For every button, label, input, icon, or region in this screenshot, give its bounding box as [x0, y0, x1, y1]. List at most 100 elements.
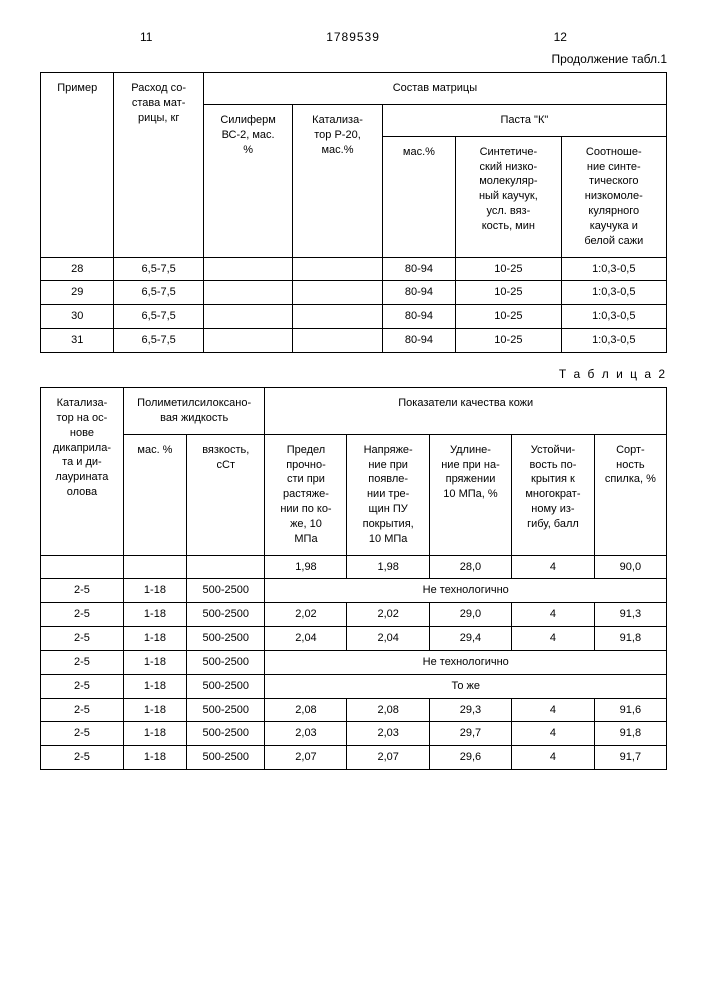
- table-cell: 2-5: [41, 674, 124, 698]
- table-cell: 1-18: [123, 627, 186, 651]
- table-cell: 2,03: [347, 722, 429, 746]
- table-row: 2-51-18500-25002,022,0229,0491,3: [41, 603, 667, 627]
- table-cell: 2,02: [347, 603, 429, 627]
- table-cell: 4: [512, 746, 595, 770]
- table-cell: 29: [41, 281, 114, 305]
- table1-caption: Продолжение табл.1: [40, 52, 667, 66]
- table-cell: 2-5: [41, 627, 124, 651]
- table2: Катализа-тор на ос-новедикаприла-та и ди…: [40, 387, 667, 770]
- table-cell: 28: [41, 257, 114, 281]
- table-row: 2-51-18500-25002,032,0329,7491,8: [41, 722, 667, 746]
- table-cell: 2-5: [41, 650, 124, 674]
- table-row: 316,5-7,5 80-9410-251:0,3-0,5: [41, 329, 667, 353]
- table-cell: [293, 329, 382, 353]
- table-row: 2-51-18500-2500Не технологично: [41, 650, 667, 674]
- table-cell: 80-94: [382, 281, 455, 305]
- table-cell: 29,7: [429, 722, 511, 746]
- table-cell: 90,0: [594, 555, 666, 579]
- table-cell: [41, 555, 124, 579]
- table-cell: 500-2500: [187, 746, 265, 770]
- table-row: 296,5-7,5 80-9410-251:0,3-0,5: [41, 281, 667, 305]
- table-cell: 29,0: [429, 603, 511, 627]
- table-cell: 2-5: [41, 722, 124, 746]
- table-cell: 10-25: [456, 257, 561, 281]
- table1: Пример Расход со-става мат-рицы, кг Сост…: [40, 72, 667, 353]
- table-cell: 500-2500: [187, 627, 265, 651]
- table-cell: 10-25: [456, 329, 561, 353]
- table-row: 306,5-7,5 80-9410-251:0,3-0,5: [41, 305, 667, 329]
- t2-h-col8: Сорт-ностьспилка, %: [594, 434, 666, 555]
- t2-h-col4: Пределпрочно-сти прирастяже-нии по ко-же…: [265, 434, 347, 555]
- table-cell: 2-5: [41, 603, 124, 627]
- table-cell: 500-2500: [187, 674, 265, 698]
- table-row: 2-51-18500-25002,082,0829,3491,6: [41, 698, 667, 722]
- table-cell: 31: [41, 329, 114, 353]
- table-cell: [123, 555, 186, 579]
- table-cell: 1,98: [347, 555, 429, 579]
- table-cell: 4: [512, 627, 595, 651]
- table-cell: 91,7: [594, 746, 666, 770]
- table-cell: 2-5: [41, 579, 124, 603]
- page-header: 11 1789539 12: [40, 30, 667, 44]
- page-left: 11: [140, 30, 152, 44]
- table-cell: 1-18: [123, 579, 186, 603]
- t2-h-col5: Напряже-ние припоявле-нии тре-щин ПУпокр…: [347, 434, 429, 555]
- table-cell: [293, 257, 382, 281]
- table-cell: 2,08: [347, 698, 429, 722]
- table-cell: 2,07: [347, 746, 429, 770]
- table-cell: [293, 305, 382, 329]
- table-cell: 1:0,3-0,5: [561, 305, 666, 329]
- table-cell: 30: [41, 305, 114, 329]
- t1-h-group: Состав матрицы: [203, 73, 666, 105]
- table-cell: 29,4: [429, 627, 511, 651]
- table-cell: 28,0: [429, 555, 511, 579]
- table-cell: 2,04: [265, 627, 347, 651]
- table-cell: [203, 281, 292, 305]
- t1-h-col6: Синтетиче-ский низко-молекуляр-ный каучу…: [456, 136, 561, 257]
- table-cell: 91,3: [594, 603, 666, 627]
- table-cell: 6,5-7,5: [114, 329, 203, 353]
- table-cell: 10-25: [456, 281, 561, 305]
- table-cell: 1-18: [123, 650, 186, 674]
- table-cell: 1,98: [265, 555, 347, 579]
- table-cell: 6,5-7,5: [114, 281, 203, 305]
- table-cell: 91,8: [594, 627, 666, 651]
- table-cell: 91,8: [594, 722, 666, 746]
- table-cell: 29,6: [429, 746, 511, 770]
- table-cell: 2-5: [41, 698, 124, 722]
- table-cell: 1-18: [123, 722, 186, 746]
- table-cell: 10-25: [456, 305, 561, 329]
- table-cell-merged: То же: [265, 674, 667, 698]
- table-cell: 1-18: [123, 746, 186, 770]
- table-cell-merged: Не технологично: [265, 579, 667, 603]
- table-cell: 80-94: [382, 329, 455, 353]
- table-cell-merged: Не технологично: [265, 650, 667, 674]
- table-cell: 2,08: [265, 698, 347, 722]
- table-cell: [293, 281, 382, 305]
- table-cell: [187, 555, 265, 579]
- table-row: 1,981,9828,0490,0: [41, 555, 667, 579]
- t2-h-col7: Устойчи-вость по-крытия кмногократ-ному …: [512, 434, 595, 555]
- table-cell: 2,04: [347, 627, 429, 651]
- t1-h-col3: СилифермВС-2, мас.%: [203, 104, 292, 257]
- t2-h-qual: Показатели качества кожи: [265, 387, 667, 434]
- table-cell: [203, 257, 292, 281]
- table-cell: [203, 305, 292, 329]
- table-row: 2-51-18500-2500То же: [41, 674, 667, 698]
- table-cell: 1:0,3-0,5: [561, 329, 666, 353]
- table-row: 2-51-18500-25002,042,0429,4491,8: [41, 627, 667, 651]
- table-cell: 1-18: [123, 674, 186, 698]
- table-cell: 1-18: [123, 603, 186, 627]
- table-cell: 80-94: [382, 305, 455, 329]
- table-cell: 2-5: [41, 746, 124, 770]
- table-cell: 4: [512, 555, 595, 579]
- table-cell: 1:0,3-0,5: [561, 281, 666, 305]
- table-cell: 6,5-7,5: [114, 305, 203, 329]
- table-row: 2-51-18500-25002,072,0729,6491,7: [41, 746, 667, 770]
- table-cell: [203, 329, 292, 353]
- table-cell: 2,07: [265, 746, 347, 770]
- table-cell: 91,6: [594, 698, 666, 722]
- table-cell: 4: [512, 722, 595, 746]
- table-row: 2-51-18500-2500Не технологично: [41, 579, 667, 603]
- t1-h-col2: Расход со-става мат-рицы, кг: [114, 73, 203, 258]
